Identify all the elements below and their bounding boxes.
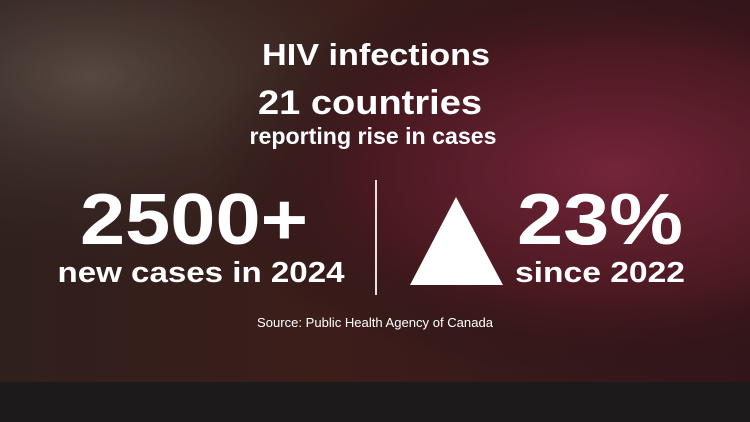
source: Source: Public Health Agency of Canada xyxy=(257,316,493,330)
left-value: 2500+ xyxy=(80,180,308,260)
right-label: since 2022 xyxy=(515,257,685,289)
subheadline: reporting rise in cases xyxy=(250,123,497,149)
up-triangle xyxy=(410,197,503,285)
title: HIV infections xyxy=(262,37,490,72)
right-value: 23% xyxy=(517,180,683,260)
bottom-strip xyxy=(0,382,750,422)
left-label: new cases in 2024 xyxy=(58,257,345,289)
headline: 21 countries xyxy=(258,84,482,122)
